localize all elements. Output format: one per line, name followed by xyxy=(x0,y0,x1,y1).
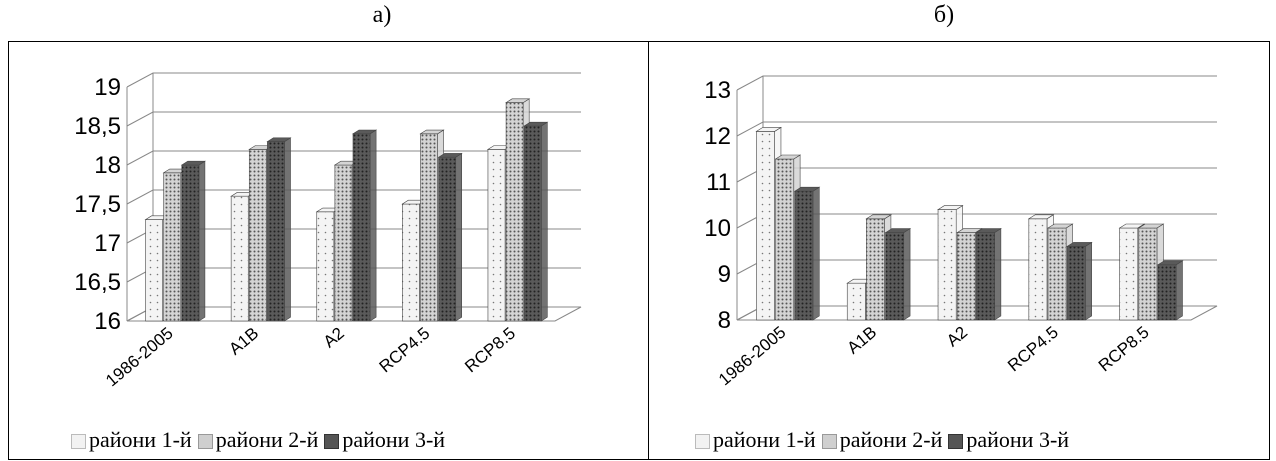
y-tick-label: 13 xyxy=(704,77,731,104)
y-tick-label: 11 xyxy=(706,169,731,196)
chart-frame-b: 8 9 10 11 12 13 1986-2005 A1B A2 RCP4.5 RCP8.5 рай… xyxy=(648,41,1270,460)
y-tick-label: 8 xyxy=(718,307,731,334)
y-tick-label: 19 xyxy=(94,74,121,101)
legend-swatch-2 xyxy=(821,434,837,450)
panel-label-b: б) xyxy=(933,2,955,28)
y-tick-label: 16,5 xyxy=(74,269,121,296)
legend-label-3: райони 3-й xyxy=(342,427,446,452)
gridline xyxy=(736,75,1217,91)
legend-swatch-3 xyxy=(324,434,340,450)
y-tick-label: 17,5 xyxy=(74,191,121,218)
bar xyxy=(975,228,1002,321)
bar xyxy=(266,137,292,322)
y-tick-label: 18 xyxy=(94,152,121,179)
y-tick-label: 16 xyxy=(94,308,121,335)
legend-label-3: райони 3-й xyxy=(966,427,1070,452)
x-tick-label: RCP4.5 xyxy=(376,324,434,377)
chart-frame-a: 16 16,5 17 17,5 18 18,5 19 1986-2005 A1B A2 RCP4.5… xyxy=(8,41,650,460)
y-tick-label: 17 xyxy=(94,230,121,257)
legend-label-2: райони 2-й xyxy=(215,427,319,452)
gridline xyxy=(736,121,1217,137)
x-tick-label: A2 xyxy=(943,323,971,351)
bar xyxy=(351,129,378,322)
gridline xyxy=(126,72,581,88)
x-tick-label: RCP8.5 xyxy=(461,324,519,377)
legend-label-1: райони 1-й xyxy=(89,427,192,452)
x-tick-label: A1B xyxy=(843,323,880,358)
y-tick-label: 9 xyxy=(718,261,731,288)
legend-swatch-1 xyxy=(695,434,710,450)
x-tick-label: A1B xyxy=(225,324,262,359)
legend-item-1: райони 1-й xyxy=(695,427,816,453)
bar xyxy=(1066,241,1093,321)
legend-item-1: райони 1-й xyxy=(71,427,192,453)
bar xyxy=(437,152,463,322)
legend-item-2: райони 2-й xyxy=(821,427,943,453)
y-tick-label: 18,5 xyxy=(74,113,121,140)
legend-b: райони 1-й райони 2-й райони 3-й xyxy=(695,427,1069,453)
gridline xyxy=(126,111,581,127)
bar xyxy=(793,186,821,321)
bar xyxy=(523,121,549,322)
x-tick-label: RCP8.5 xyxy=(1095,323,1153,376)
x-tick-label: RCP4.5 xyxy=(1004,323,1062,376)
legend-item-3: райони 3-й xyxy=(948,427,1069,453)
gridline xyxy=(736,167,1217,183)
legend-swatch-3 xyxy=(948,434,964,450)
bar xyxy=(884,228,912,321)
panel-label-a: а) xyxy=(372,2,392,28)
y-tick-label: 12 xyxy=(704,123,731,150)
legend-swatch-2 xyxy=(197,434,213,450)
legend-label-2: райони 2-й xyxy=(839,427,943,452)
legend-item-2: райони 2-й xyxy=(197,427,319,453)
legend-swatch-1 xyxy=(71,434,86,450)
x-tick-label: A2 xyxy=(320,324,348,352)
legend-item-3: райони 3-й xyxy=(324,427,445,453)
legend-label-1: райони 1-й xyxy=(713,427,816,452)
y-tick-label: 10 xyxy=(704,215,731,242)
bar xyxy=(1156,260,1184,321)
bar xyxy=(180,160,206,322)
legend-a: райони 1-й райони 2-й райони 3-й xyxy=(71,427,445,453)
